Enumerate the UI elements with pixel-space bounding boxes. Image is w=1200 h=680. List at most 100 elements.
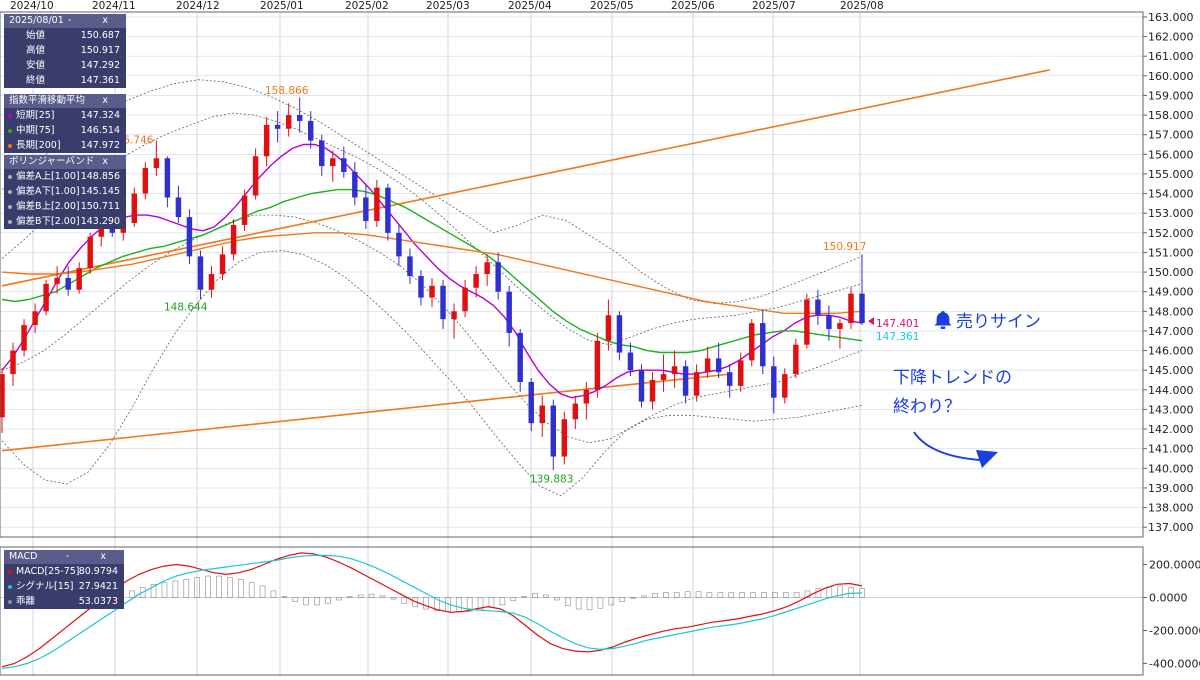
candle-body xyxy=(396,232,402,257)
y-tick-label: 140.000 xyxy=(1148,462,1194,475)
ohlc-row: 始値 150.687 xyxy=(4,28,126,43)
x-tick-label: 2024/10 xyxy=(10,0,54,12)
bollinger-value: 148.856 xyxy=(80,171,120,182)
y-tick-label: 157.000 xyxy=(1148,129,1194,142)
y-tick-label: 147.000 xyxy=(1148,325,1194,338)
macd-histogram-bar xyxy=(205,575,211,598)
macd-histogram-bar xyxy=(303,597,309,606)
trendline xyxy=(1,373,730,452)
panel-controls[interactable]: - x xyxy=(67,95,122,106)
bollinger-row: 偏差A下[1.00] 145.145 xyxy=(4,184,126,199)
candle-body xyxy=(363,197,369,222)
ema-value: 147.324 xyxy=(80,110,120,121)
candle-body xyxy=(815,299,821,316)
trend-comment-line: 終わり？ xyxy=(893,397,961,417)
panel-controls[interactable]: - x xyxy=(67,15,122,26)
candle-body xyxy=(473,274,479,288)
x-tick-label: 2025/02 xyxy=(345,0,389,12)
y-tick-label: 144.000 xyxy=(1148,384,1194,397)
macd-histogram-bar xyxy=(259,585,266,598)
candle-body xyxy=(804,299,810,345)
candle-body xyxy=(208,274,215,290)
candle-body xyxy=(671,366,678,375)
macd-value: 53.0373 xyxy=(78,596,118,607)
candle-body xyxy=(506,291,512,333)
macd-histogram-bar xyxy=(717,592,724,598)
macd-histogram-bar xyxy=(684,591,691,598)
bollinger-label: 偏差B下[2.00] xyxy=(16,216,80,227)
panel-controls[interactable]: - x xyxy=(67,156,122,167)
price-label: 158.866 xyxy=(265,85,309,97)
bollinger-title: ボリンジャーバンド xyxy=(9,156,95,167)
macd-histogram-bar xyxy=(401,597,408,604)
candle-body xyxy=(319,140,325,167)
x-tick-label: 2025/04 xyxy=(508,0,552,12)
macd-value: 80.9794 xyxy=(78,566,118,577)
macd-histogram-bar xyxy=(325,597,331,604)
candle-body xyxy=(859,293,865,324)
bollinger-row: 偏差A上[1.00] 148.856 xyxy=(4,169,126,184)
macd-histogram-bar xyxy=(641,595,647,598)
price-label: 150.917 xyxy=(823,241,866,253)
bollinger-row: 偏差B上[2.00] 150.711 xyxy=(4,199,126,214)
macd-histogram-bar xyxy=(597,597,604,609)
candle-body xyxy=(561,419,568,457)
y-tick-label: 141.000 xyxy=(1148,443,1194,456)
macd-histogram-bar xyxy=(281,596,288,598)
candle-body xyxy=(649,379,656,402)
macd-y-tick-label: -400.0000 xyxy=(1149,657,1200,670)
ema-value: 147.972 xyxy=(80,140,120,151)
candle-body xyxy=(583,389,590,404)
macd-histogram-bar xyxy=(466,597,473,612)
bollinger-label: 偏差A上[1.00] xyxy=(16,171,80,182)
candle-body xyxy=(429,285,435,298)
ohlc-value: 150.917 xyxy=(80,45,120,56)
trend-comment-line: 下降トレンドの xyxy=(893,368,1012,388)
candle-body xyxy=(175,197,182,218)
y-tick-label: 152.000 xyxy=(1148,227,1194,240)
macd-histogram-bar xyxy=(804,590,811,598)
candle-body xyxy=(352,171,358,198)
y-tick-label: 159.000 xyxy=(1148,89,1194,102)
macd-histogram-bar xyxy=(270,590,277,598)
macd-panel: MACD - x MACD[25-75] 80.9794 シグナル[15] 27.9… xyxy=(4,550,124,609)
bollinger-row: 偏差B下[2.00] 143.290 xyxy=(4,214,126,229)
macd-histogram-bar xyxy=(619,597,626,602)
candle-body xyxy=(197,256,204,290)
panel-controls[interactable]: - x xyxy=(65,551,120,562)
x-tick-label: 2025/07 xyxy=(752,0,796,12)
macd-value: 27.9421 xyxy=(78,581,118,592)
macd-histogram-bar xyxy=(139,587,146,598)
macd-histogram-bar xyxy=(575,597,582,610)
macd-histogram-bar xyxy=(368,593,375,598)
candle-body xyxy=(495,262,501,292)
y-tick-label: 150.000 xyxy=(1148,266,1194,279)
candle-body xyxy=(285,115,292,129)
candle-body xyxy=(484,262,490,275)
macd-histogram-bar xyxy=(848,587,854,598)
candle-body xyxy=(550,405,557,457)
legend-dot-icon xyxy=(8,129,12,133)
ohlc-row: 高値 150.917 xyxy=(4,43,126,58)
bollinger-label: 偏差A下[1.00] xyxy=(16,186,80,197)
legend-dot-icon xyxy=(8,600,12,604)
y-tick-label: 149.000 xyxy=(1148,286,1194,299)
macd-y-tick-label: 0.0000 xyxy=(1149,591,1188,604)
bollinger-band-line xyxy=(1,250,863,497)
candle-body xyxy=(142,168,149,194)
candle-body xyxy=(131,193,138,223)
candle-body xyxy=(771,366,777,398)
ohlc-value: 147.292 xyxy=(80,60,120,71)
macd-row: シグナル[15] 27.9421 xyxy=(4,579,124,594)
macd-histogram-bar xyxy=(663,592,669,598)
candle-body xyxy=(307,120,314,141)
ema-row: 短期[25] 147.324 xyxy=(4,108,126,123)
candle-body xyxy=(704,358,711,373)
ema-row: 長期[200] 147.972 xyxy=(4,138,126,153)
ohlc-row: 終値 147.361 xyxy=(4,73,126,88)
candle-body xyxy=(605,315,612,341)
trend-comment: 下降トレンドの 終わり？ xyxy=(893,364,1012,422)
y-tick-label: 138.000 xyxy=(1148,502,1194,515)
macd-histogram-bar xyxy=(216,575,222,598)
